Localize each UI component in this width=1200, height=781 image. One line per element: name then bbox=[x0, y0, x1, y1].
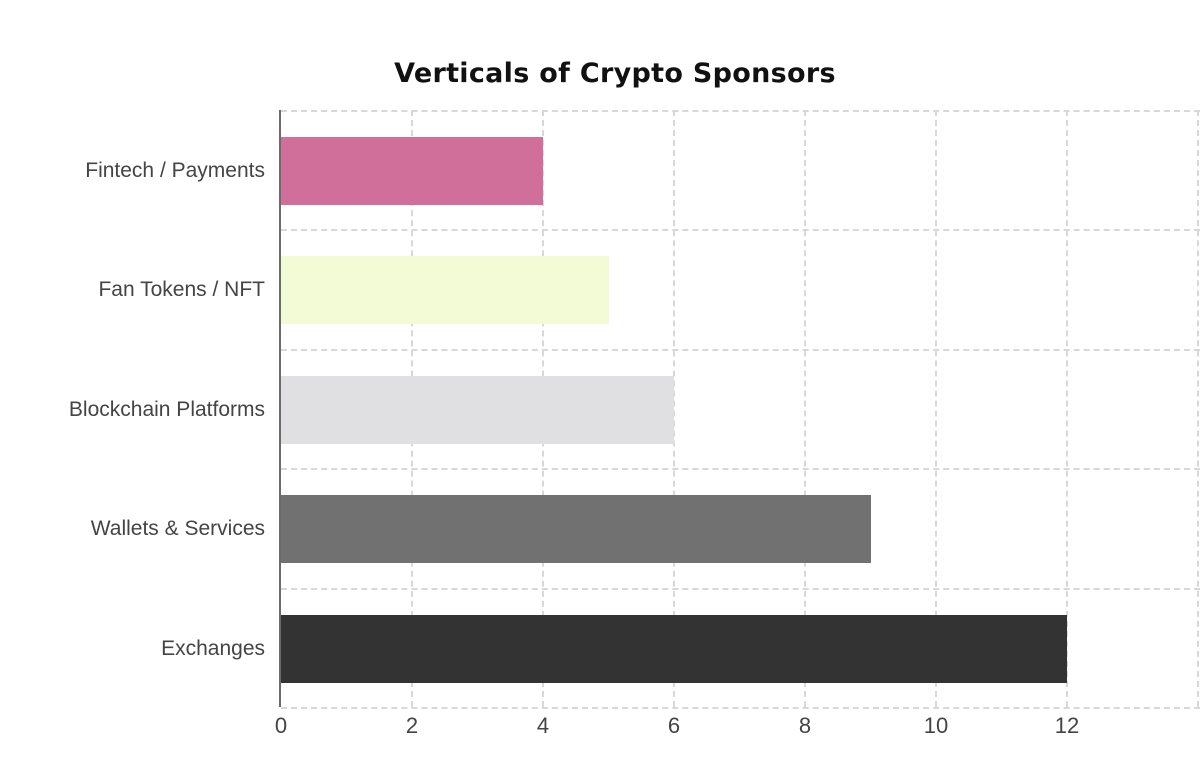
grid-line-horizontal bbox=[281, 110, 1200, 112]
grid-line-vertical bbox=[1197, 110, 1199, 707]
grid-line-horizontal bbox=[281, 587, 1200, 590]
grid-line-vertical bbox=[935, 110, 937, 707]
grid-line-horizontal bbox=[281, 468, 1200, 471]
x-tick-label: 12 bbox=[1054, 713, 1080, 738]
category-label: Blockchain Platforms bbox=[68, 397, 265, 421]
category-label: Wallets & Services bbox=[90, 517, 265, 541]
x-tick-label: 6 bbox=[667, 713, 681, 738]
plot-area bbox=[281, 110, 1200, 709]
x-tick-label: 8 bbox=[798, 713, 812, 738]
grid-line-vertical bbox=[1066, 110, 1068, 707]
grid-line-horizontal bbox=[281, 348, 1200, 351]
bar bbox=[281, 375, 674, 444]
x-tick-label: 10 bbox=[923, 713, 949, 738]
grid-line-vertical bbox=[804, 110, 806, 707]
grid-line-horizontal bbox=[281, 707, 1200, 709]
bar bbox=[281, 614, 1067, 683]
bar bbox=[281, 137, 543, 205]
bar bbox=[281, 495, 871, 564]
bar bbox=[281, 256, 609, 325]
x-tick-label: 4 bbox=[536, 713, 550, 738]
grid-line-horizontal bbox=[281, 229, 1200, 232]
x-tick-label: 2 bbox=[405, 713, 419, 738]
y-axis-line bbox=[279, 110, 281, 707]
chart-title: Verticals of Crypto Sponsors bbox=[394, 58, 836, 89]
grid-line-vertical bbox=[673, 110, 675, 707]
category-label: Exchanges bbox=[161, 636, 265, 660]
category-label: Fintech / Payments bbox=[85, 159, 265, 182]
category-label: Fan Tokens / NFT bbox=[98, 278, 265, 302]
x-tick-label: 0 bbox=[274, 713, 288, 738]
